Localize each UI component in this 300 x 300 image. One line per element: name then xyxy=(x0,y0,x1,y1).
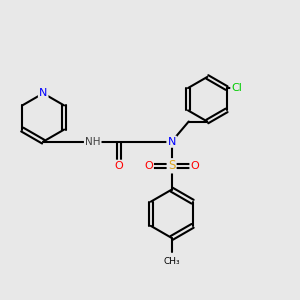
Text: CH₃: CH₃ xyxy=(164,257,180,266)
Text: S: S xyxy=(168,159,176,172)
Text: O: O xyxy=(190,161,199,171)
Text: NH: NH xyxy=(85,136,100,147)
Text: Cl: Cl xyxy=(231,83,242,93)
Text: N: N xyxy=(39,88,47,98)
Text: O: O xyxy=(144,161,153,171)
Text: O: O xyxy=(115,161,123,171)
Text: N: N xyxy=(167,136,176,147)
